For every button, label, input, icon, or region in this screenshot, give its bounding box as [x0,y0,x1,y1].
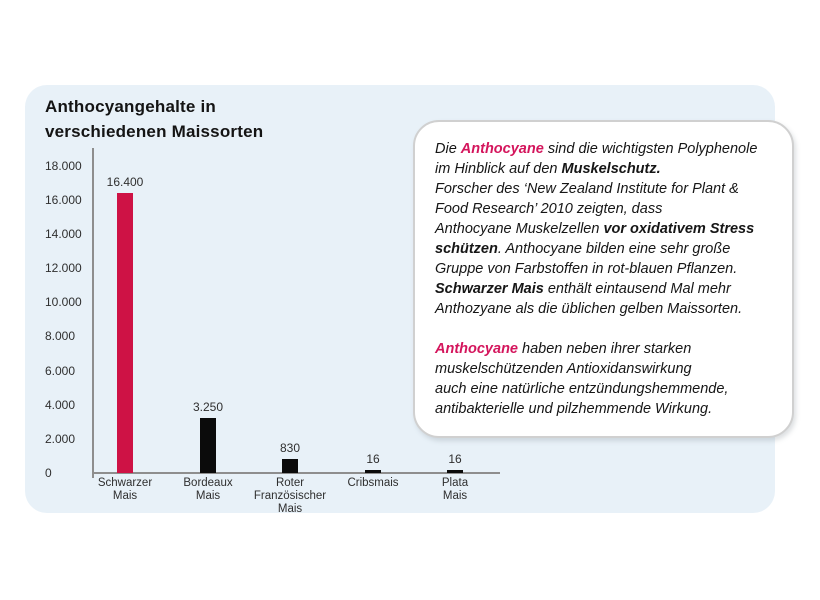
chart-title: Anthocyangehalte in verschiedenen Maisso… [45,94,263,144]
bar-value-label-plata-mais: 16 [448,451,462,466]
x-axis-category-label-plata-mais: Plata Mais [407,477,503,503]
info-text: sind die wichtigsten Polyphenole [543,141,758,157]
info-text-bold: schützen [435,241,498,257]
info-text-bold: vor oxidativem Stress [603,221,755,237]
x-axis-line [92,472,500,474]
x-axis-category-label-line: Cribsmais [347,477,399,489]
info-text: enthält eintausend Mal mehr [543,281,731,297]
x-axis-category-label-line: Plata [441,477,469,489]
info-text: haben neben ihrer starken [518,341,692,357]
x-axis-category-label-line: Roter [275,477,305,489]
y-axis-tick-label: 6.000 [45,363,76,378]
y-axis-tick-label: 0 [45,466,52,480]
info-text: antibakterielle und pilzhemmende Wirkung… [435,401,713,417]
bar-value-label-cribsmais: 16 [366,451,380,466]
y-axis-tick-label: 14.000 [45,226,82,241]
x-axis-category-label-line: Französischer [253,490,327,502]
bar-schwarzer-mais [117,193,133,473]
x-axis-category-label-line: Schwarzer [97,477,153,489]
info-text-accent: Anthocyane [460,141,544,157]
info-text: im Hinblick auf den [435,161,562,177]
x-axis-category-label-line: Mais [277,503,303,515]
info-text: Gruppe von Farbstoffen in rot-blauen Pfl… [435,261,738,277]
x-axis-category-label-roter-franzoesischer-mais: Roter Französischer Mais [242,477,338,516]
info-text: muskelschützenden Antioxidanswirkung [435,361,692,377]
x-axis-category-label-line: Mais [442,490,468,502]
bar-value-label-roter-franzoesischer-mais: 830 [279,440,301,455]
info-text: Forscher des ‘New Zealand Institute for … [435,181,739,197]
x-axis-category-label-schwarzer-mais: Schwarzer Mais [77,477,173,503]
bar-value-label-bordeaux-mais: 3.250 [192,399,224,414]
y-axis-tick-label: 8.000 [45,329,76,344]
info-text: Die [435,141,461,157]
x-axis-category-label-cribsmais: Cribsmais [325,477,421,490]
y-axis-tick-label: 18.000 [45,158,82,173]
x-axis-category-label-line: Bordeaux [183,477,233,489]
info-text-accent: Anthocyane [435,341,518,357]
y-axis-tick-label: 16.000 [45,192,82,207]
chart-title-line2: verschiedenen Maissorten [45,122,264,141]
bar-value-label-schwarzer-mais: 16.400 [106,175,144,189]
y-axis-line [92,148,94,478]
chart-title-line1: Anthocyangehalte in [45,97,216,116]
info-text: Anthocyane Muskelzellen [435,221,604,237]
info-text: Anthozyane als die üblichen gelben Maiss… [435,301,743,317]
y-axis-tick-label: 2.000 [45,431,76,446]
info-text: auch eine natürliche entzündungshemmende… [435,381,729,397]
info-text-bold: Muskelschutz. [561,161,661,177]
info-paragraph-2: Anthocyane haben neben ihrer starken musk… [435,339,772,419]
bar-chart: 18.000 16.000 14.000 12.000 10.000 8.000 6.000… [25,85,775,516]
info-text: Food Research’ 2010 zeigten, dass [435,201,663,217]
bar-bordeaux-mais [200,417,216,473]
bar-cribsmais [365,469,381,473]
x-axis-category-label-bordeaux-mais: Bordeaux Mais [160,477,256,503]
bar-roter-franzoesischer-mais [282,458,298,473]
info-paragraph-1: Die Anthocyane sind die wichtigsten Poly… [435,139,772,319]
y-axis-tick-label: 10.000 [45,295,82,310]
y-axis-tick-label: 12.000 [45,261,82,276]
y-axis-tick-label: 4.000 [45,397,76,412]
info-box: Die Anthocyane sind die wichtigsten Poly… [413,120,794,438]
bar-plata-mais [447,469,463,473]
x-axis-category-label-line: Mais [195,490,221,502]
info-text: . Anthocyane bilden eine sehr große [497,241,731,257]
info-text-bold: Schwarzer Mais [435,281,544,297]
x-axis-category-label-line: Mais [112,490,138,502]
